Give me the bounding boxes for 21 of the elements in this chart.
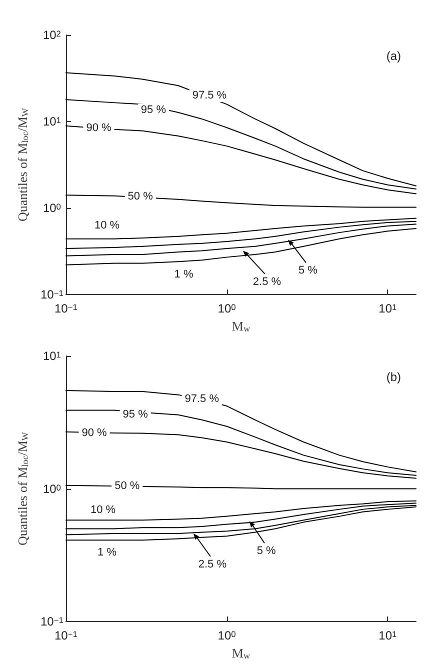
annotation: 2.5 % xyxy=(252,276,282,288)
annotation: 50 % xyxy=(128,190,154,202)
annotation: 5 % xyxy=(256,545,276,558)
text: (b) xyxy=(386,370,402,384)
annotation: 1 % xyxy=(174,268,194,281)
annotation: 10 % xyxy=(94,219,120,232)
annotation: 95 % xyxy=(140,104,166,116)
annotation: 5 % xyxy=(298,264,318,277)
annotation: 50 % xyxy=(114,480,140,492)
text: (a) xyxy=(386,49,402,63)
y-axis-title: Quantiles of Mloc/MW xyxy=(15,432,30,546)
x-axis-title: Mw xyxy=(232,318,250,334)
annotation: 90 % xyxy=(82,427,108,439)
annotation: 2.5 % xyxy=(198,558,227,571)
annotation: 10 % xyxy=(90,504,116,516)
annotation: 97.5 % xyxy=(192,89,227,102)
annotation: 90 % xyxy=(86,122,112,134)
annotation: 1 % xyxy=(98,546,117,559)
x-axis-title: Mw xyxy=(232,645,250,660)
annotation: 95 % xyxy=(122,408,148,420)
y-axis-title: Quantiles of Mloc/MW xyxy=(15,108,30,222)
